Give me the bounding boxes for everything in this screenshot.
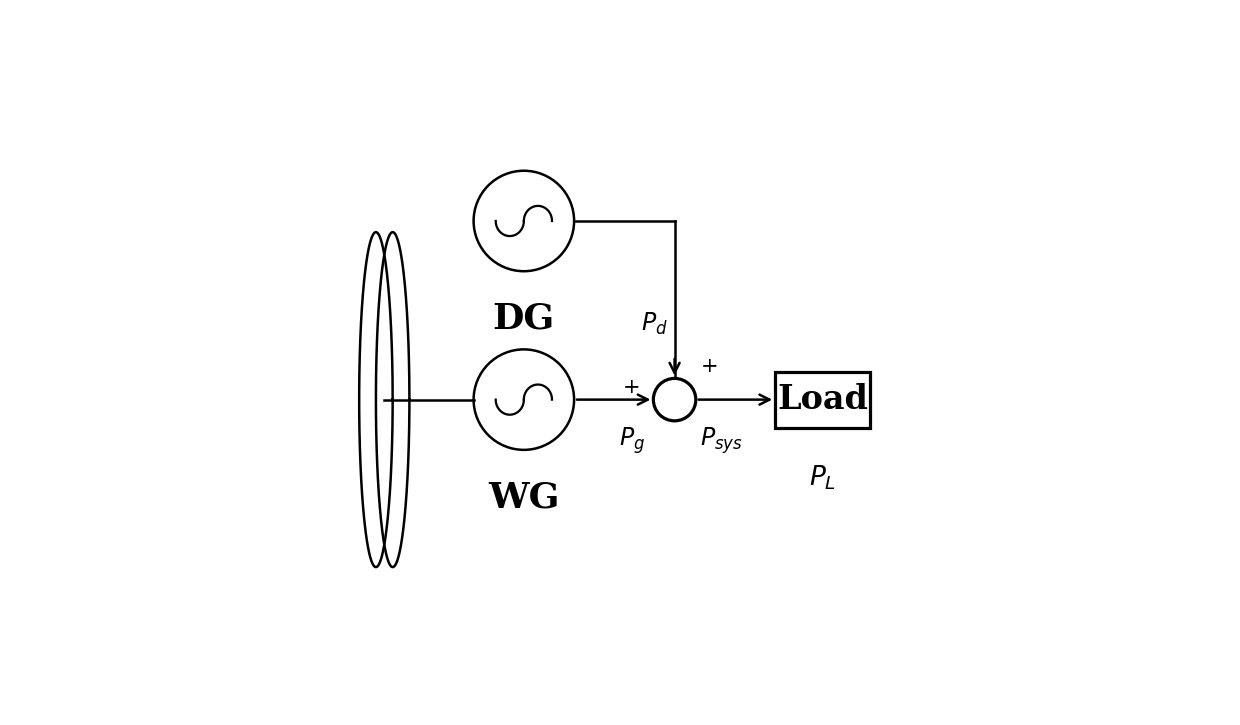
Circle shape [653,378,696,420]
Text: $P_{sys}$: $P_{sys}$ [701,426,743,456]
Text: WG: WG [489,481,559,515]
Text: DG: DG [492,302,556,336]
Text: $P_L$: $P_L$ [808,464,836,492]
Text: Load: Load [777,383,868,416]
Bar [775,372,870,428]
Text: +: + [622,378,640,397]
Text: $P_g$: $P_g$ [619,426,645,456]
Text: +: + [701,357,718,376]
Text: $P_d$: $P_d$ [641,310,668,336]
